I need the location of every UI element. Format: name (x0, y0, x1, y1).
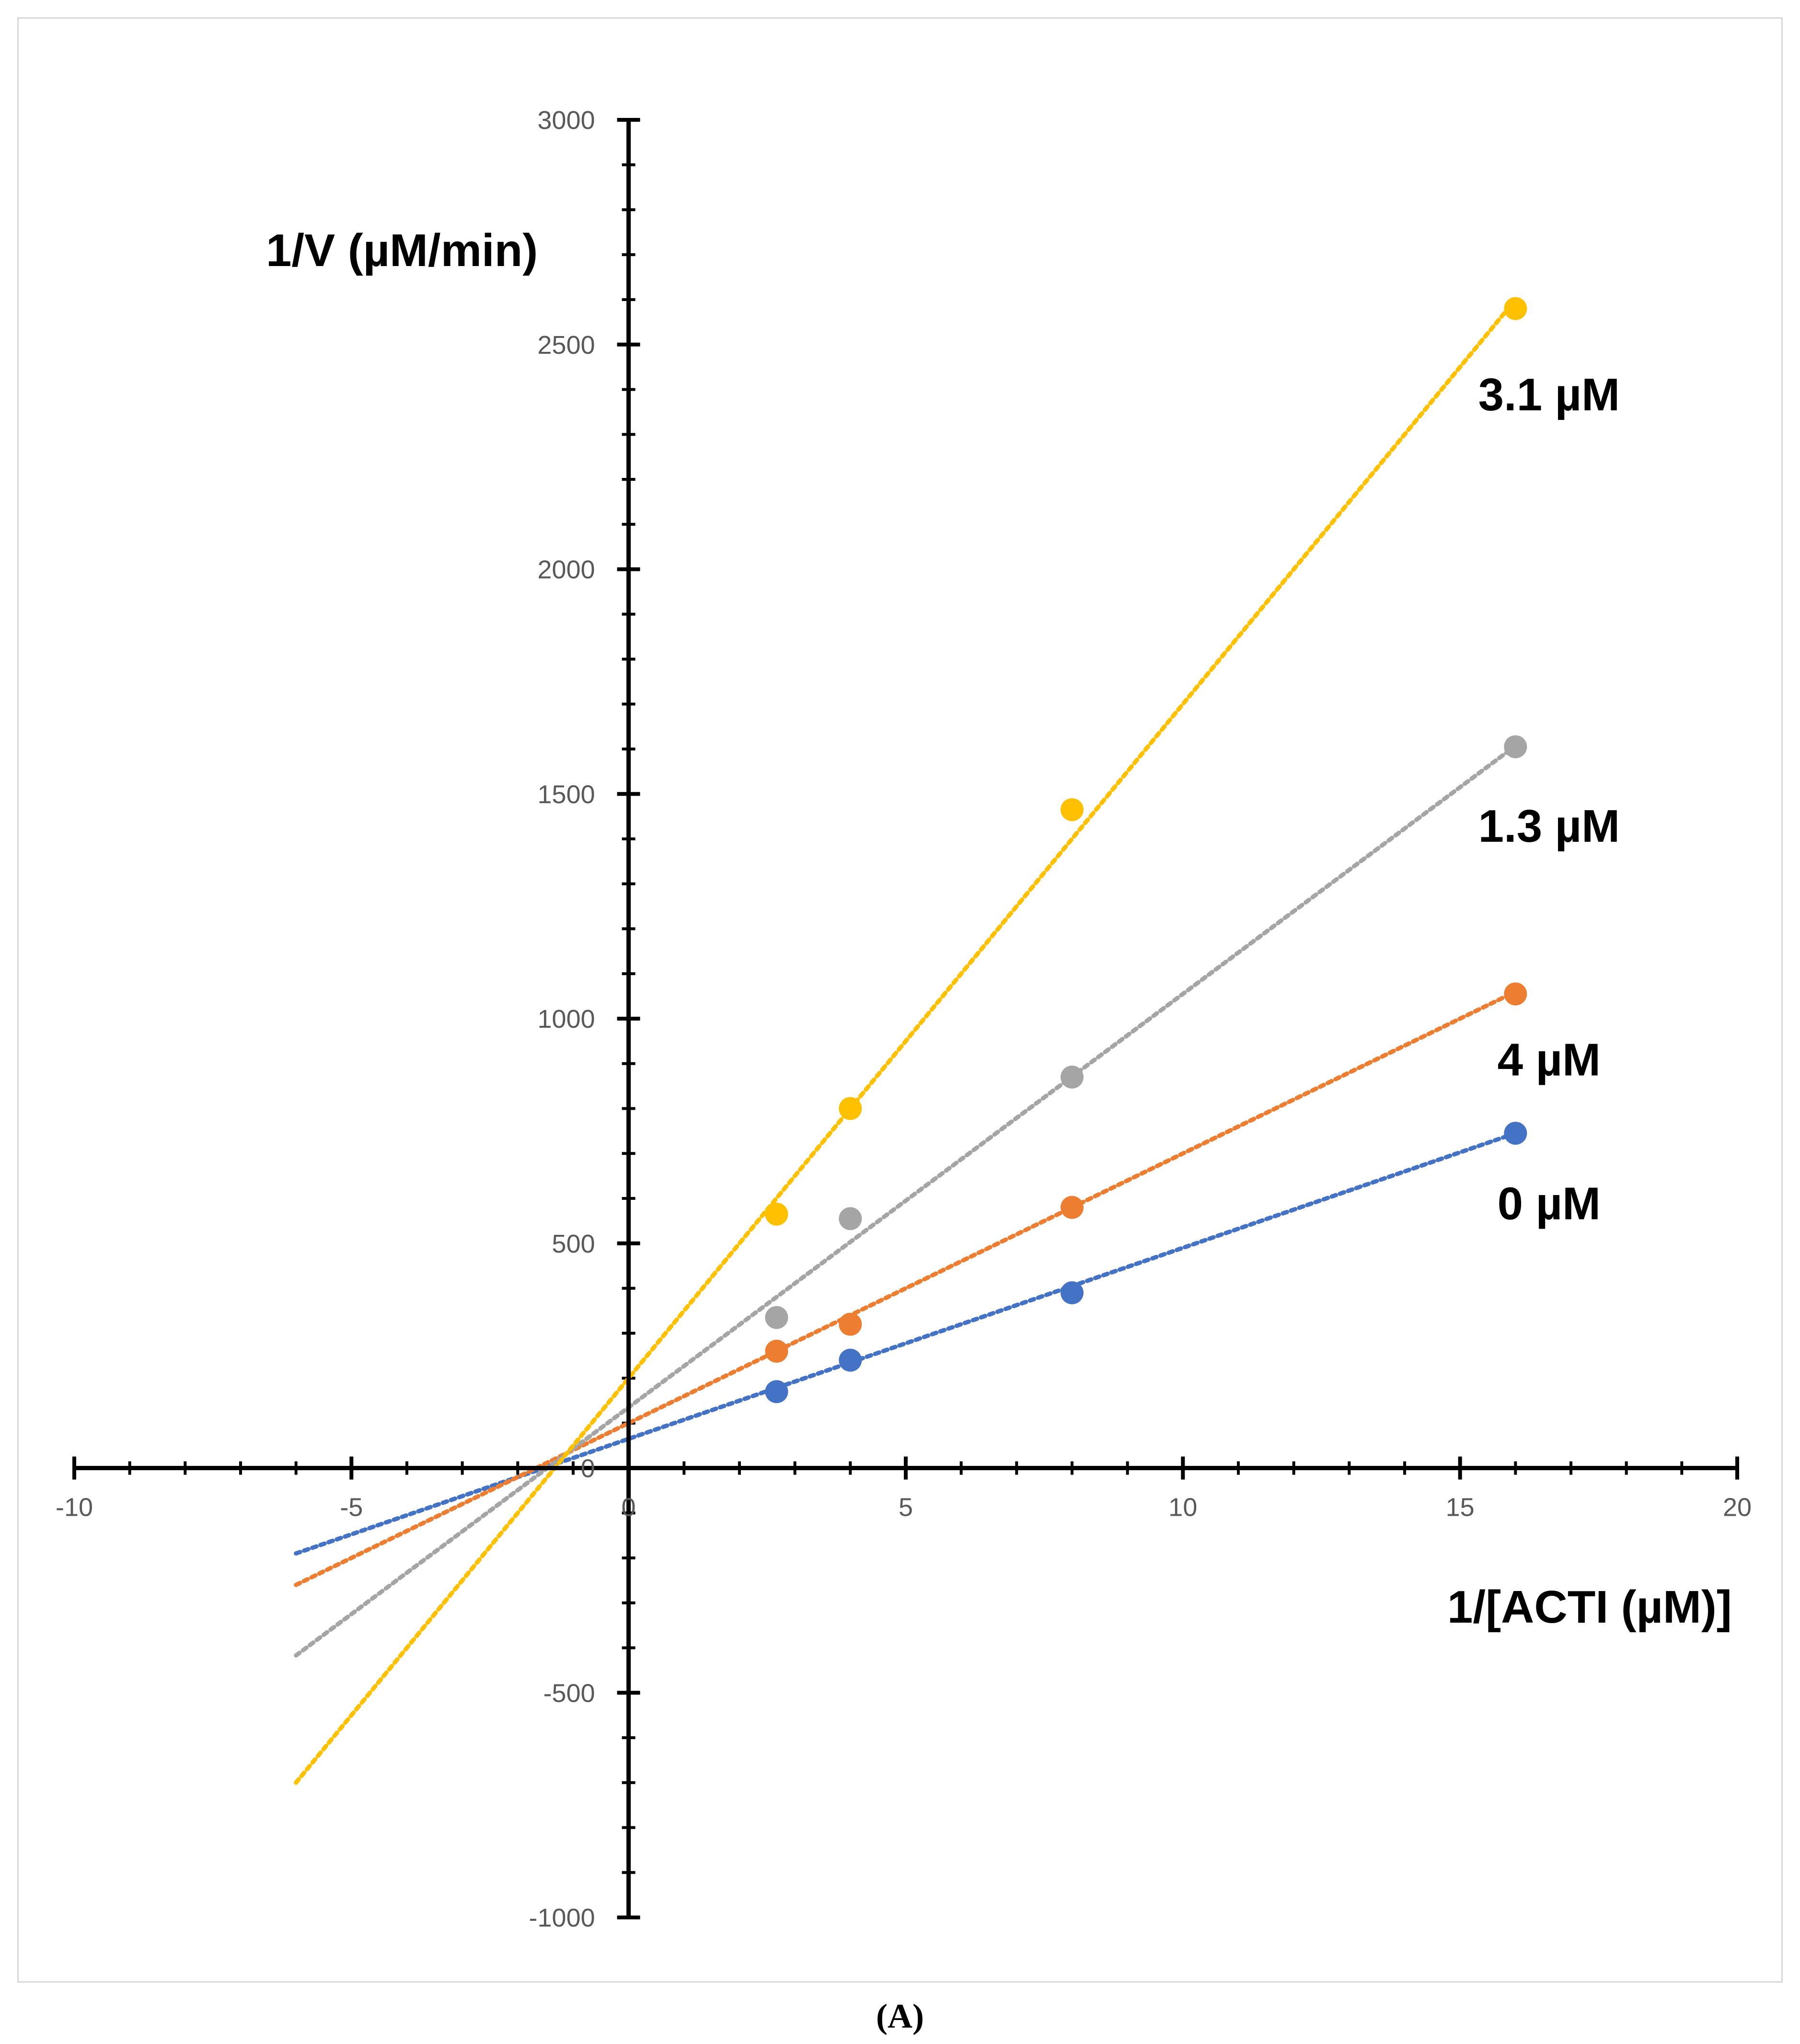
data-point (1504, 735, 1527, 758)
chart-frame (17, 17, 1783, 1983)
data-points (765, 297, 1527, 1404)
data-point (765, 1380, 788, 1404)
trendline (294, 297, 1518, 1785)
x-tick-label: 0 (622, 1493, 636, 1522)
trendline (294, 989, 1518, 1587)
y-axis-title: 1/V (µM/min) (266, 225, 538, 276)
trendlines (294, 297, 1518, 1785)
data-point (1504, 297, 1527, 320)
data-point (1061, 1065, 1084, 1089)
data-point (839, 1348, 862, 1372)
series-label: 4 µM (1498, 1034, 1601, 1085)
major-ticks (72, 118, 1739, 1919)
y-tick-label: 0 (581, 1454, 595, 1483)
y-tick-label: 500 (552, 1230, 595, 1258)
panel-label: (A) (876, 1997, 924, 2035)
x-tick-label: -5 (340, 1493, 363, 1522)
data-point (839, 1312, 862, 1336)
data-point (839, 1207, 862, 1231)
data-point (1061, 798, 1084, 822)
x-tick-label: 10 (1168, 1493, 1197, 1522)
trendline (294, 1131, 1518, 1556)
data-point (1061, 1281, 1084, 1304)
series-label: 0 µM (1498, 1178, 1601, 1229)
y-tick-label: -1000 (529, 1904, 595, 1932)
y-tick-label: -500 (543, 1679, 595, 1707)
y-tick-labels: -1000 -500 0 500 1000 1500 2000 2500 3000 (529, 106, 595, 1932)
x-axis-title: 1/[ACTI (µM)] (1447, 1581, 1732, 1633)
data-point (765, 1306, 788, 1329)
x-tick-label: 5 (899, 1493, 913, 1522)
x-tick-label: 20 (1723, 1493, 1752, 1522)
data-point (839, 1097, 862, 1120)
y-tick-label: 2000 (538, 556, 595, 584)
data-point (1061, 1196, 1084, 1219)
data-point (1504, 1122, 1527, 1145)
y-tick-label: 3000 (538, 106, 595, 135)
x-tick-label: -10 (56, 1493, 93, 1522)
series-label: 3.1 µM (1478, 369, 1620, 420)
y-tick-label: 2500 (538, 331, 595, 360)
y-tick-label: 1500 (538, 780, 595, 809)
data-point (765, 1202, 788, 1226)
data-point (1504, 982, 1527, 1006)
x-tick-label: 15 (1446, 1493, 1475, 1522)
series-label: 1.3 µM (1478, 801, 1620, 852)
x-tick-labels: -10 -5 0 5 10 15 20 (56, 1493, 1752, 1522)
y-tick-label: 1000 (538, 1005, 595, 1034)
trendline (294, 743, 1518, 1658)
series-labels: 0 µM 4 µM 1.3 µM 3.1 µM (1478, 369, 1620, 1230)
data-point (765, 1339, 788, 1363)
